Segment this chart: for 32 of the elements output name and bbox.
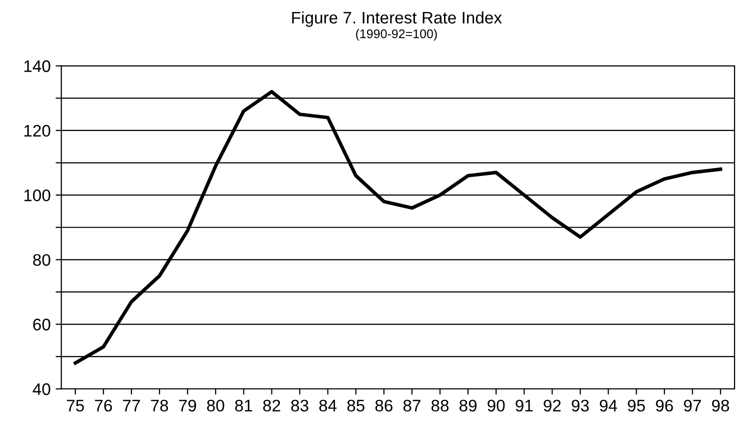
x-tick-label: 86 (375, 400, 392, 412)
x-tick-label: 78 (151, 400, 168, 412)
x-tick-label: 93 (572, 400, 589, 412)
x-tick-label: 91 (516, 400, 533, 412)
chart-subtitle: (1990-92=100) (356, 29, 437, 41)
x-tick-label: 84 (319, 400, 337, 412)
y-tick-label: 140 (24, 60, 50, 72)
x-tick-label: 90 (488, 400, 505, 412)
y-tick-label: 60 (33, 318, 50, 330)
x-tick-label: 75 (66, 400, 84, 412)
x-tick-label: 82 (263, 400, 280, 412)
x-tick-label: 83 (291, 400, 308, 412)
x-tick-label: 85 (347, 400, 364, 412)
chart-title: Figure 7. Interest Rate Index (292, 11, 502, 27)
x-tick-label: 77 (123, 400, 140, 412)
x-tick-label: 80 (207, 400, 224, 412)
y-tick-label: 40 (32, 383, 50, 396)
x-tick-label: 79 (179, 400, 196, 412)
y-tick-label: 80 (33, 254, 50, 266)
x-tick-label: 87 (403, 400, 420, 412)
x-tick-label: 98 (712, 400, 730, 412)
x-tick-label: 88 (431, 400, 449, 412)
x-tick-label: 96 (656, 400, 673, 412)
y-tick-label: 100 (24, 189, 50, 202)
x-tick-label: 89 (460, 400, 477, 412)
x-tick-label: 92 (544, 400, 561, 412)
x-tick-label: 81 (235, 400, 252, 412)
x-tick-label: 95 (628, 400, 645, 412)
x-tick-label: 97 (684, 400, 701, 412)
y-tick-label: 120 (24, 124, 50, 137)
x-tick-label: 94 (600, 400, 618, 412)
x-tick-label: 76 (94, 400, 112, 412)
